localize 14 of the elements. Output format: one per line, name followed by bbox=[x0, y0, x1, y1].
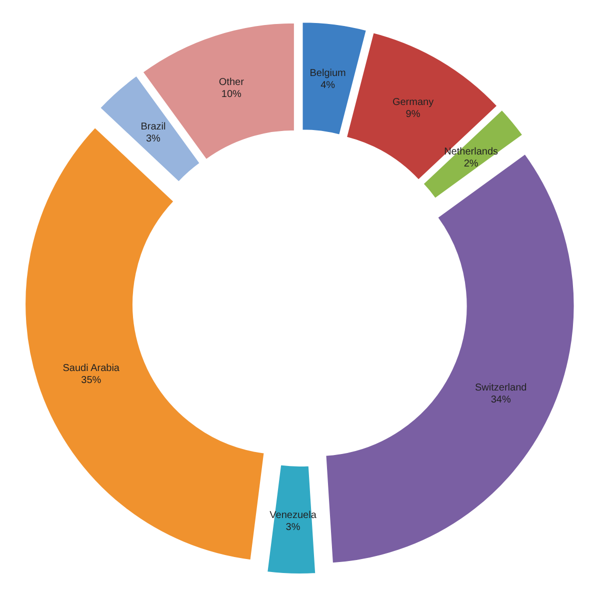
data-label: 4% bbox=[320, 80, 336, 91]
data-label: 34% bbox=[490, 394, 511, 406]
slice-label: Switzerland bbox=[475, 382, 527, 394]
data-label: 3% bbox=[286, 522, 300, 533]
slice-label: Saudi Arabia bbox=[62, 363, 120, 374]
slice-label: Germany bbox=[392, 96, 434, 108]
data-label: 2% bbox=[464, 158, 478, 170]
data-label: 10% bbox=[221, 88, 242, 100]
data-label: 3% bbox=[146, 133, 161, 144]
slice-label: Brazil bbox=[140, 121, 166, 132]
data-label: 9% bbox=[406, 108, 420, 120]
data-label: 35% bbox=[81, 375, 102, 386]
slice-label: Belgium bbox=[310, 68, 346, 79]
slice-label: Other bbox=[218, 76, 245, 88]
